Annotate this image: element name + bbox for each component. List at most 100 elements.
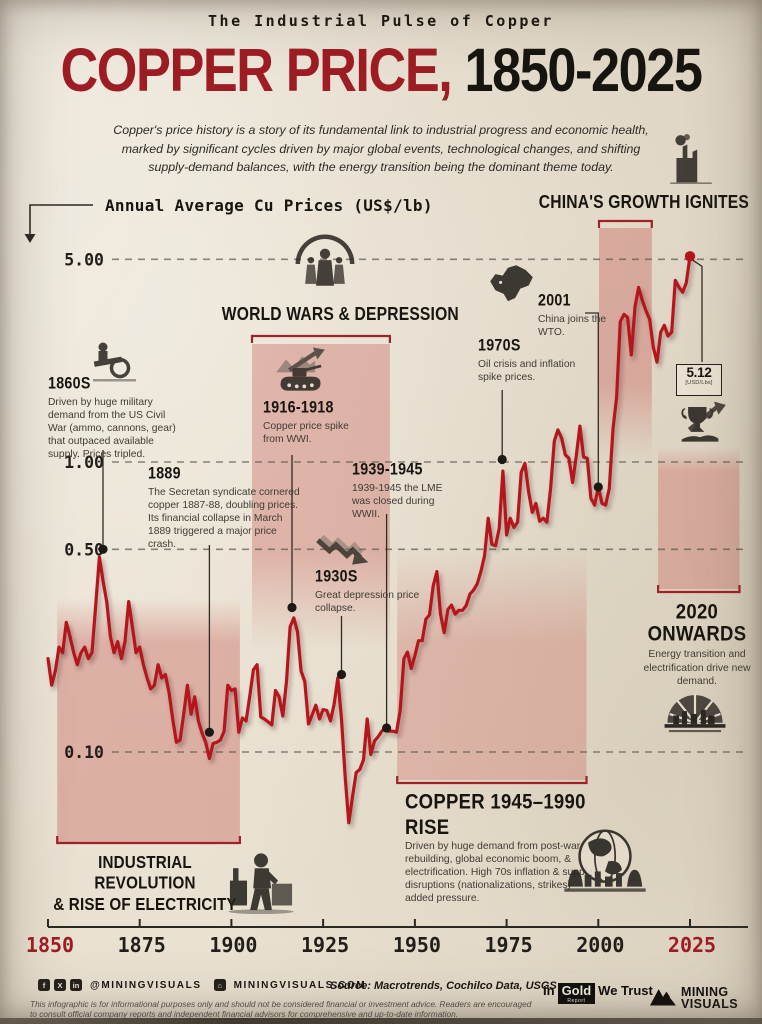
footer-social-row: f X in @MININGVISUALS ⌂ MININGVISUALS.CO… — [38, 979, 366, 991]
marker-dot-wwi-spike — [287, 602, 297, 613]
gold-logo-box: Gold Report — [557, 983, 596, 1004]
callout-1939-1945: 1939-1945 1939-1945 the LME was closed d… — [352, 460, 452, 521]
callout-1970s-body: Oil crisis and inflation spike prices. — [478, 359, 576, 384]
gold-logo-report: Report — [567, 998, 586, 1004]
callout-1939-body: 1939-1945 the LME was closed during WWII… — [352, 483, 443, 521]
page-title-red: COPPER PRICE, — [60, 35, 452, 105]
callout-2020-title-l2: ONWARDS — [647, 622, 747, 647]
marker-dot-civil-war-peak — [98, 544, 108, 554]
trophy-arrow-icon — [672, 393, 728, 447]
marker-dot-seventies-inflation — [497, 454, 507, 465]
civil-war-cannon-icon — [82, 335, 146, 385]
website-link[interactable]: MININGVISUALS.COM — [233, 979, 367, 991]
callout-1970s: 1970S Oil crisis and inflation spike pri… — [478, 336, 578, 384]
x-icon[interactable]: X — [54, 979, 66, 991]
x-tick-label-2025: 2025 — [668, 933, 716, 957]
kicker-title: The Industrial Pulse of Copper — [208, 12, 554, 30]
end-price-tag: 5.12 [USD/Lbs] — [676, 364, 722, 396]
era-band-world-wars-depression — [252, 344, 390, 649]
mountain-icon — [650, 986, 676, 1011]
callout-1970s-title: 1970S — [478, 336, 521, 355]
social-handle[interactable]: @MININGVISUALS — [90, 979, 202, 991]
end-price-stem — [689, 257, 703, 362]
callout-1930s-title: 1930S — [315, 567, 358, 586]
callout-2020-onwards: 2020 ONWARDS Energy transition and electr… — [643, 601, 751, 688]
x-tick-label-1975: 1975 — [485, 933, 533, 957]
crash-arrow-icon — [315, 534, 373, 571]
era-bracket-industrial-revolution — [56, 836, 241, 845]
y-axis-title: Annual Average Cu Prices (US$/lb) — [105, 196, 433, 215]
callout-rise-title: COPPER 1945–1990 RISE — [405, 790, 586, 840]
era-bracket-world-wars-depression — [250, 334, 391, 343]
marching-soldiers-icon — [293, 232, 357, 296]
y-tick-label-0.10: 0.10 — [64, 743, 104, 762]
photo-bottom-edge — [0, 1018, 762, 1024]
x-tick-label-1850: 1850 — [26, 933, 74, 957]
indrev-line1: INDUSTRIAL REVOLUTION — [94, 853, 196, 894]
callout-1916-1918: 1916-1918 Copper price spike from WWI. — [263, 398, 363, 446]
era-bracket-china-growth — [597, 219, 653, 228]
marker-stem-china-wto — [585, 312, 599, 487]
intro-paragraph: Copper's price history is a story of its… — [113, 123, 649, 175]
y-tick-label-0.50: 0.50 — [64, 540, 104, 559]
facebook-icon[interactable]: f — [38, 979, 50, 991]
heading-world-wars-depression: WORLD WARS & DEPRESSION — [221, 304, 459, 325]
callout-2001: 2001 China joins the WTO. — [538, 291, 630, 339]
callout-1860s: 1860S Driven by huge military demand fro… — [48, 374, 186, 461]
end-price-value: 5.12 — [686, 365, 712, 380]
era-band-2020-onwards — [658, 447, 740, 589]
callout-1860s-title: 1860S — [48, 374, 91, 393]
callout-1916-body: Copper price spike from WWI. — [263, 421, 349, 446]
copper-price-line — [46, 254, 692, 825]
disclaimer-text: This infographic is for informational pu… — [30, 999, 532, 1020]
marker-dot-depression-start — [336, 669, 347, 680]
page-title: COPPER PRICE, 1850-2025 — [19, 34, 743, 106]
y-tick-label-5.00: 5.00 — [64, 250, 104, 269]
gold-logo-in: In — [543, 983, 555, 998]
callout-1930s: 1930S Great depression price collapse. — [315, 567, 443, 615]
brand-text: MINING VISUALS — [681, 984, 738, 1011]
end-price-unit: [USD/Lbs] — [685, 380, 713, 386]
callout-rise-body: Driven by huge demand from post-war rebu… — [405, 841, 593, 905]
globe-industry-icon — [562, 824, 648, 896]
callout-1930s-body: Great depression price collapse. — [315, 590, 420, 615]
heading-china-growth: CHINA'S GROWTH IGNITES — [538, 192, 750, 213]
gold-logo-we-trust: We Trust — [598, 983, 653, 998]
china-map-icon — [485, 261, 537, 309]
x-tick-label-2000: 2000 — [576, 933, 624, 957]
linkedin-icon[interactable]: in — [70, 979, 82, 991]
callout-1945-1990-rise: COPPER 1945–1990 RISE Driven by huge dem… — [405, 790, 610, 905]
callout-2001-title: 2001 — [538, 291, 571, 310]
brand-line1: MINING — [681, 984, 729, 999]
x-tick-label-1950: 1950 — [393, 933, 441, 957]
tank-growth-icon — [261, 341, 339, 395]
callout-1889-body: The Secretan syndicate cornered copper 1… — [148, 487, 300, 551]
x-tick-label-1875: 1875 — [118, 933, 166, 957]
era-bracket-2020-onwards — [657, 585, 741, 594]
callout-2020-body: Energy transition and electrification dr… — [643, 649, 751, 687]
era-band-china-growth — [599, 228, 652, 458]
page-title-years: 1850-2025 — [451, 35, 702, 105]
x-tick-label-1900: 1900 — [209, 933, 257, 957]
home-icon[interactable]: ⌂ — [213, 979, 226, 991]
arrow-down-icon — [24, 234, 36, 243]
callout-1860s-body: Driven by huge military demand from the … — [48, 397, 176, 461]
price-endpoint-dot — [684, 251, 696, 262]
callout-1889: 1889 The Secretan syndicate cornered cop… — [148, 464, 300, 551]
brand-line2: VISUALS — [681, 996, 738, 1011]
indrev-line2: & RISE OF ELECTRICITY — [53, 895, 237, 915]
era-band-rise-1945-1990 — [397, 548, 587, 780]
marker-dot-china-wto — [593, 482, 603, 492]
mining-visuals-logo: MINING VISUALS — [650, 984, 738, 1011]
gold-logo-gold: Gold — [561, 983, 592, 998]
callout-1939-title: 1939-1945 — [352, 460, 423, 479]
marker-dot-secretan-crash — [204, 727, 214, 737]
data-source-note: Source: Macrotrends, Cochilco Data, USGS — [330, 980, 557, 992]
x-tick-label-1925: 1925 — [301, 933, 349, 957]
era-band-industrial-revolution — [57, 598, 240, 843]
era-bracket-rise-1945-1990 — [396, 776, 588, 785]
industrial-worker-icon — [220, 848, 302, 914]
heading-industrial-revolution: INDUSTRIAL REVOLUTION & RISE OF ELECTRICI… — [48, 853, 241, 916]
